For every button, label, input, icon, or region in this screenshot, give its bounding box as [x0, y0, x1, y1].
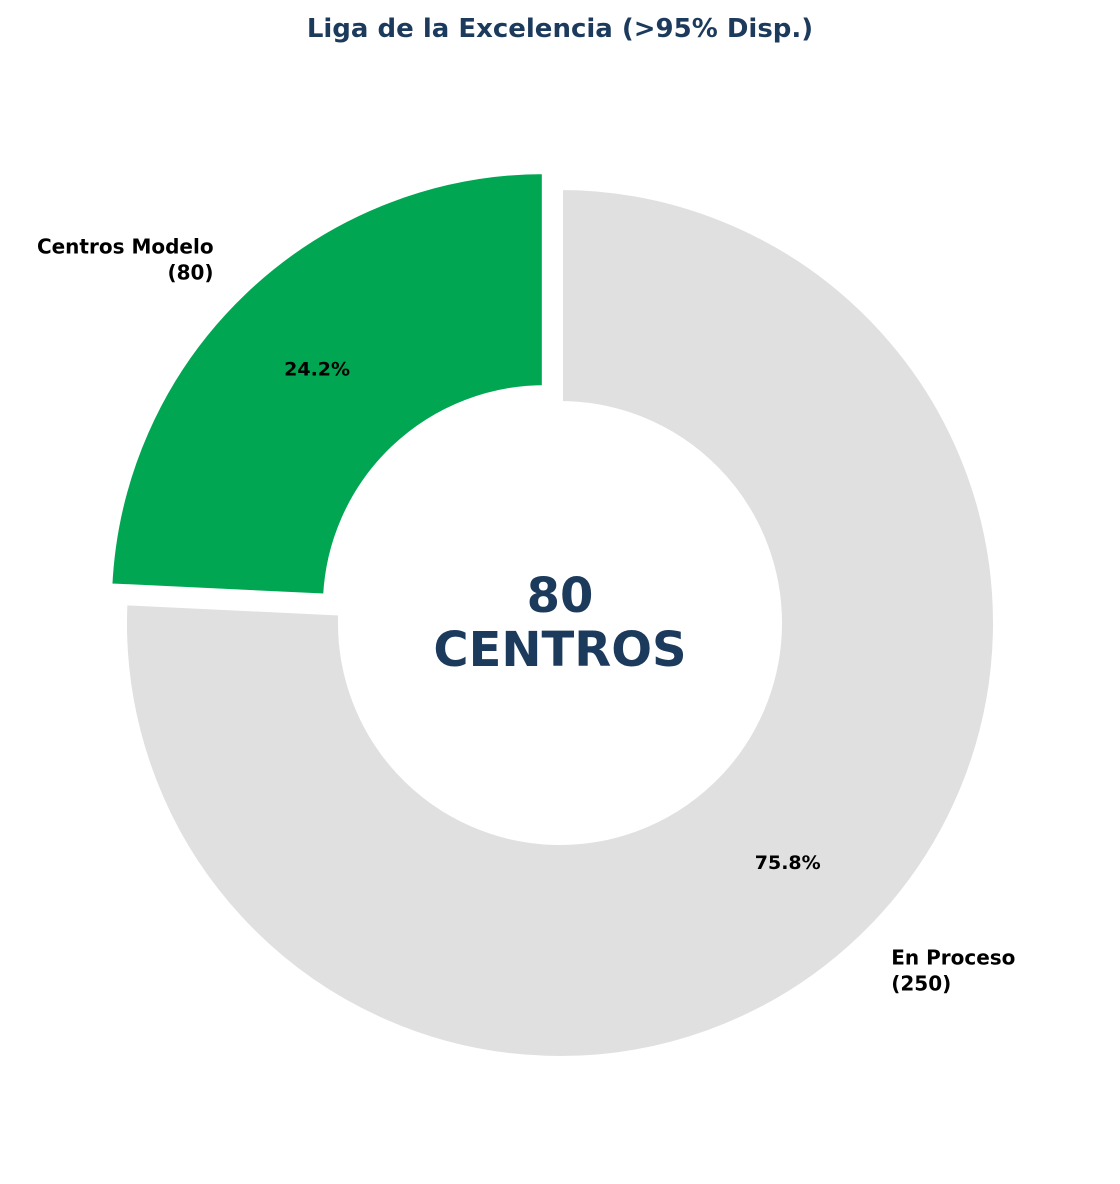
- slice-category-label-0: Centros Modelo (80): [37, 235, 214, 285]
- center-value: 80: [527, 568, 594, 624]
- chart-title: Liga de la Excelencia (>95% Disp.): [307, 14, 813, 44]
- labels-layer: 24.2% Centros Modelo (80) 75.8% En Proceso (2…: [37, 235, 1016, 996]
- slices-layer: [106, 168, 999, 1062]
- pie-slice-0: [106, 168, 548, 600]
- pie-slice-1: [121, 183, 999, 1062]
- slice-category-label-1: En Proceso (250): [891, 945, 1015, 995]
- slice-percent-label-1: 75.8%: [755, 852, 821, 874]
- center-label: 80 CENTROS: [433, 568, 686, 678]
- center-caption: CENTROS: [433, 622, 686, 678]
- slice-percent-label-0: 24.2%: [284, 358, 350, 380]
